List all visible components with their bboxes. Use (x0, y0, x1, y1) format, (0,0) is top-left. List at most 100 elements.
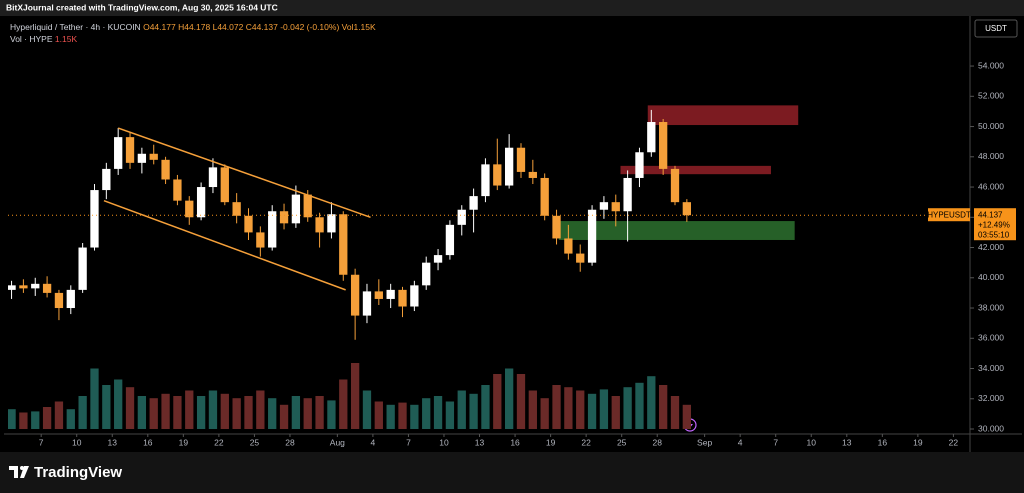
candle-body (457, 209, 466, 225)
volume-bar (90, 368, 99, 429)
volume-bar (256, 390, 265, 429)
candle-body (220, 167, 229, 203)
candle-body (635, 152, 644, 178)
volume-bar (208, 390, 218, 429)
x-tick-label: 7 (773, 437, 778, 447)
x-tick-label: 19 (546, 437, 556, 447)
volume-bar (576, 390, 585, 429)
candle-body (481, 164, 490, 197)
x-tick-label: 22 (581, 437, 591, 447)
volume-bar (611, 396, 620, 429)
candle-body (374, 291, 383, 299)
volume-bar (19, 412, 28, 429)
x-tick-label: 19 (913, 437, 923, 447)
y-tick-label: 52.000 (978, 91, 1004, 101)
candle-body (256, 232, 265, 248)
candle-body (362, 291, 372, 316)
volume-bar (137, 396, 147, 429)
candle-body (137, 153, 147, 163)
volume-bar (102, 385, 111, 429)
candle-body (516, 147, 526, 172)
currency-box (974, 19, 1018, 38)
legend-low: L44.072 (213, 22, 244, 32)
volume-bar (8, 409, 16, 429)
volume-bar (670, 396, 680, 429)
zone (647, 105, 799, 126)
legend-high: H44.178 (178, 22, 210, 32)
volume-bar (374, 401, 383, 429)
volume-bar (149, 398, 158, 429)
volume-bar (78, 396, 87, 429)
volume-bar (161, 393, 170, 429)
y-tick-label: 36.000 (978, 333, 1004, 343)
attribution: BitXJournal created with TradingView.com… (6, 2, 278, 12)
volume-bar (433, 396, 443, 429)
x-tick-label: 25 (250, 437, 260, 447)
price-tag: 44.137 (978, 210, 1003, 219)
y-tick-label: 34.000 (978, 363, 1004, 373)
volume-title: Vol · HYPE (10, 34, 53, 44)
volume-bar (398, 402, 407, 429)
x-tick-label: Sep (697, 437, 712, 447)
volume-bar (635, 382, 644, 429)
x-tick-label: 10 (807, 437, 817, 447)
countdown: 03:55:10 (978, 230, 1010, 239)
candle-body (410, 285, 419, 307)
volume-bar (386, 404, 395, 429)
candle-body (445, 224, 455, 256)
footer-bar (0, 452, 1024, 493)
volume-bar (362, 390, 372, 429)
candle-body (19, 285, 28, 289)
candle-body (303, 194, 312, 218)
volume-bar (552, 385, 561, 429)
x-tick-label: 19 (179, 437, 189, 447)
volume-bar (682, 404, 691, 429)
candle-body (422, 262, 431, 286)
x-tick-label: 22 (949, 437, 959, 447)
symbol-tag: HYPEUSDT (927, 210, 971, 219)
volume-bar (422, 398, 431, 429)
candle-body (161, 159, 170, 180)
candle-body (102, 168, 111, 191)
volume-bar (528, 390, 537, 429)
x-tick-label: 13 (108, 437, 118, 447)
y-tick-label: 54.000 (978, 60, 1004, 70)
candle-body (31, 283, 40, 289)
volume-value: 1.15K (55, 34, 78, 44)
volume-bar (31, 411, 40, 429)
candle-body (682, 202, 691, 216)
volume-bar (279, 404, 289, 429)
x-tick-label: 7 (406, 437, 411, 447)
y-tick-label: 32.000 (978, 393, 1004, 403)
volume-bar (339, 379, 348, 429)
candle-body (670, 168, 680, 203)
volume-bar (54, 401, 64, 429)
candle-body (339, 214, 348, 275)
volume-bar (623, 387, 632, 429)
x-tick-label: 4 (371, 437, 376, 447)
plot-area (8, 105, 799, 429)
candle-body (90, 190, 99, 248)
x-tick-label: 16 (878, 437, 888, 447)
volume-bar (647, 376, 656, 429)
x-tick-label: 28 (285, 437, 295, 447)
y-tick-label: 30.000 (978, 423, 1004, 433)
legend-change: -0.042 (-0.10%) (280, 22, 339, 32)
legend-close: C44.137 (246, 22, 278, 32)
x-tick-label: 13 (475, 437, 485, 447)
volume-bar (173, 396, 182, 429)
volume-bar (516, 374, 526, 429)
y-tick-label: 40.000 (978, 272, 1004, 282)
candle-body (350, 274, 360, 316)
legend-open: O44.177 (143, 22, 176, 32)
candle-body (611, 202, 620, 212)
x-tick-label: 7 (39, 437, 44, 447)
legend-volume: Vol1.15K (342, 22, 376, 32)
candle-body (185, 200, 194, 218)
candle-body (599, 202, 609, 210)
volume-bar (220, 393, 229, 429)
x-tick-label: 10 (439, 437, 449, 447)
y-tick-label: 50.000 (978, 121, 1004, 131)
symbol-tag-box (928, 208, 970, 222)
